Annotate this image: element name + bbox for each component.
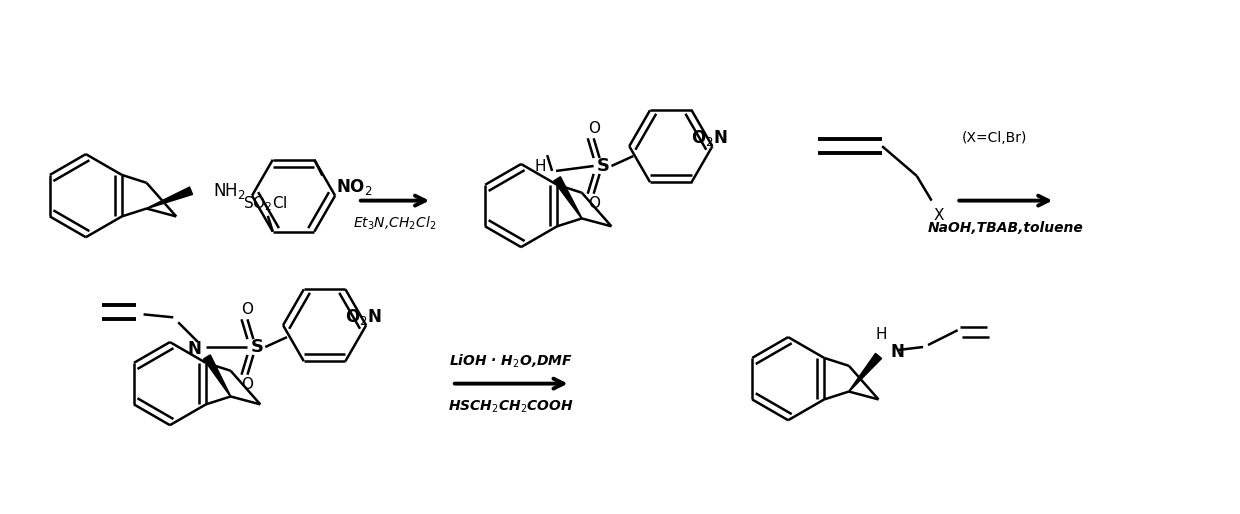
Text: N: N bbox=[187, 340, 201, 358]
Text: N: N bbox=[890, 343, 904, 361]
Text: O: O bbox=[242, 302, 253, 317]
Text: NaOH,TBAB,toluene: NaOH,TBAB,toluene bbox=[928, 222, 1084, 235]
Text: (X=Cl,Br): (X=Cl,Br) bbox=[961, 131, 1027, 145]
Text: H: H bbox=[534, 159, 546, 174]
Text: H: H bbox=[875, 327, 888, 342]
Text: LiOH · H$_2$O,DMF: LiOH · H$_2$O,DMF bbox=[449, 352, 573, 370]
Polygon shape bbox=[554, 177, 582, 218]
Text: S: S bbox=[250, 338, 264, 356]
Text: S: S bbox=[596, 157, 610, 175]
Text: O: O bbox=[242, 377, 253, 392]
Text: SO$_2$Cl: SO$_2$Cl bbox=[243, 195, 288, 213]
Text: NO$_2$: NO$_2$ bbox=[336, 177, 372, 197]
Text: HSCH$_2$CH$_2$COOH: HSCH$_2$CH$_2$COOH bbox=[449, 398, 574, 415]
Polygon shape bbox=[848, 354, 882, 392]
Text: O$_2$N: O$_2$N bbox=[345, 307, 382, 327]
Polygon shape bbox=[146, 187, 192, 209]
Text: O: O bbox=[588, 121, 600, 136]
Text: Et$_3$N,CH$_2$Cl$_2$: Et$_3$N,CH$_2$Cl$_2$ bbox=[352, 215, 436, 232]
Text: X: X bbox=[934, 208, 944, 223]
Text: O: O bbox=[588, 196, 600, 211]
Polygon shape bbox=[203, 355, 231, 397]
Text: O$_2$N: O$_2$N bbox=[691, 128, 728, 148]
Text: NH$_2$: NH$_2$ bbox=[213, 181, 246, 201]
